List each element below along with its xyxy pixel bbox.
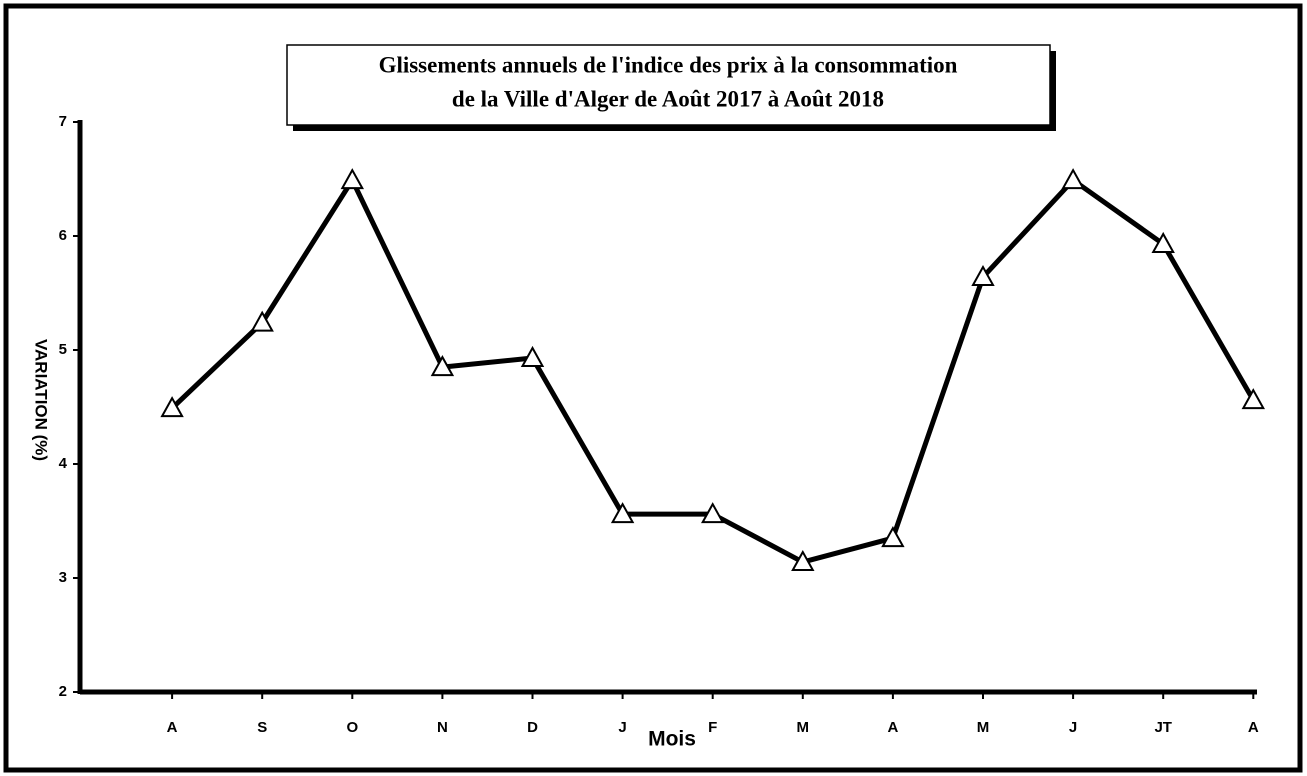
title-box	[286, 44, 1051, 126]
x-axis-label: Mois	[648, 728, 696, 751]
y-tick-label: 5	[59, 341, 67, 358]
x-tick-label: J	[618, 719, 626, 736]
marker	[160, 396, 184, 418]
marker	[971, 264, 995, 287]
marker	[250, 310, 274, 332]
x-tick-label: A	[887, 719, 898, 736]
marker	[430, 355, 455, 377]
x-tick-label: S	[257, 719, 267, 736]
x-tick-label: A	[1248, 719, 1259, 736]
y-tick-label: 3	[59, 569, 67, 586]
x-tick-label: D	[527, 719, 538, 736]
marker	[520, 345, 545, 367]
marker	[1241, 388, 1265, 410]
marker	[1061, 168, 1085, 190]
x-tick-label: O	[346, 719, 358, 736]
chart-title: de la Ville d'Alger de Août 2017 à Août …	[452, 86, 884, 111]
chart-frame	[3, 3, 1303, 773]
marker	[881, 526, 905, 548]
x-tick-label: M	[977, 719, 990, 736]
y-axis-label: VARIATION (%)	[32, 339, 51, 461]
x-tick-label: F	[708, 719, 717, 736]
marker	[1151, 231, 1175, 253]
x-tick-label: JT	[1154, 719, 1172, 736]
chart-title: Glissements annuels de l'indice des prix…	[379, 52, 958, 77]
x-tick-label: M	[797, 719, 810, 736]
x-tick-label: N	[437, 719, 448, 736]
y-tick-label: 4	[59, 455, 68, 472]
marker	[701, 502, 725, 524]
x-tick-label: J	[1069, 719, 1077, 736]
x-tick-label: A	[167, 719, 178, 736]
y-tick-label: 7	[59, 113, 67, 130]
marker	[610, 502, 635, 524]
marker	[340, 168, 364, 190]
marker	[791, 549, 815, 572]
y-tick-label: 2	[59, 683, 67, 700]
y-tick-label: 6	[59, 227, 67, 244]
